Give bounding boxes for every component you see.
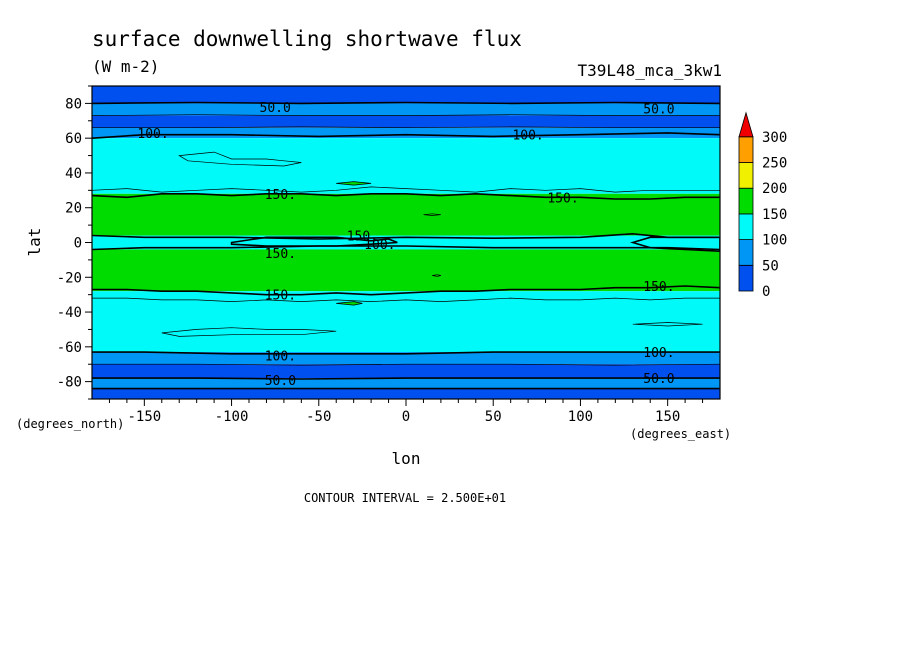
closed-contour-5 <box>336 181 372 186</box>
x-axis-label: lon <box>392 449 421 468</box>
contour-line-50-0 <box>92 101 720 105</box>
x-tick-label-2: -50 <box>306 409 331 425</box>
colorbar-segment-4 <box>738 162 754 189</box>
colorbar-label-1: 50 <box>762 258 779 274</box>
contour-label-14: 50.0 <box>643 372 674 387</box>
latitude-band-1 <box>92 103 720 116</box>
latitude-band-2 <box>92 115 720 128</box>
contour-label-9: 150. <box>265 289 296 304</box>
closed-contour-1 <box>178 151 302 167</box>
y-axis-label: lat <box>25 228 44 257</box>
latitude-band-12 <box>92 388 720 399</box>
contour-label-2: 100. <box>137 127 168 142</box>
chart-units: (W m-2) <box>92 57 159 76</box>
contour-label-1: 50.0 <box>643 103 674 118</box>
y-tick-label-2: 40 <box>65 166 82 182</box>
y-tick-label-0: 80 <box>65 96 82 112</box>
latitude-band-7 <box>92 249 720 292</box>
contour-label-4: 150. <box>265 188 296 203</box>
contour-lines <box>92 101 720 390</box>
y-tick-label-8: -80 <box>57 375 82 391</box>
contour-line-75-2 <box>92 126 720 129</box>
contour-line-150-6 <box>92 232 720 240</box>
experiment-label: T39L48_mca_3kw1 <box>578 61 723 80</box>
y-tick-label-6: -40 <box>57 305 82 321</box>
closed-contour-7 <box>336 301 363 306</box>
colorbar-label-5: 250 <box>762 156 787 172</box>
colorbar-segment-5 <box>738 136 754 163</box>
contour-line-150-7 <box>92 245 720 251</box>
latitude-band-8 <box>92 291 720 353</box>
x-axis: -150 -100 -50 0 50 100 150 <box>108 399 704 425</box>
contour-label-7: 100. <box>364 238 395 253</box>
contour-label-10: 150. <box>643 280 674 295</box>
colorbar-segment-0 <box>738 264 754 292</box>
contour-label-8: 150. <box>265 247 296 262</box>
colorbar-segment-1 <box>738 239 754 266</box>
colorbar-overflow-triangle <box>738 111 754 138</box>
latitude-band-11 <box>92 378 720 389</box>
contour-line-125-4 <box>92 186 720 193</box>
closed-contour-8 <box>432 274 441 277</box>
chart-title: surface downwelling shortwave flux <box>92 27 522 51</box>
y-tick-label-5: -20 <box>57 270 82 286</box>
latitude-band-10 <box>92 364 720 379</box>
closed-contour-0 <box>230 236 398 247</box>
contour-line-100-10 <box>92 351 720 355</box>
x-tick-label-1: -100 <box>215 409 249 425</box>
latitude-bands <box>92 86 720 399</box>
contour-label-3: 100. <box>512 129 543 144</box>
x-tick-label-0: -150 <box>127 409 161 425</box>
colorbar: 0 50 100 150 200 250 300 <box>738 111 787 300</box>
contour-label-6: 150. <box>347 230 378 245</box>
contour-line-150-8 <box>92 285 720 296</box>
y-tick-label-7: -60 <box>57 340 82 356</box>
contour-line-75-11 <box>92 363 720 366</box>
contour-line-75-1 <box>92 114 720 116</box>
colorbar-label-3: 150 <box>762 207 787 223</box>
closed-contour-6 <box>423 213 441 216</box>
y-tick-label-3: 20 <box>65 201 82 217</box>
x-tick-label-5: 100 <box>568 409 593 425</box>
colorbar-segment-2 <box>738 213 754 240</box>
contour-line-125-9 <box>92 297 720 302</box>
latitude-band-5 <box>92 193 720 236</box>
x-tick-label-4: 50 <box>485 409 502 425</box>
latitude-band-3 <box>92 127 720 139</box>
closed-contour-2 <box>161 327 337 337</box>
closed-contours <box>161 151 720 337</box>
colorbar-label-4: 200 <box>762 181 787 197</box>
colorbar-label-6: 300 <box>762 130 787 146</box>
contour-line-150-5 <box>92 192 720 200</box>
latitude-band-4 <box>92 138 720 194</box>
x-tick-label-3: 0 <box>402 409 410 425</box>
y-axis: 80 60 40 20 0 -20 -40 -60 -80 <box>57 85 92 400</box>
closed-contour-3 <box>632 322 703 327</box>
x-tick-label-6: 150 <box>655 409 680 425</box>
latitude-band-9 <box>92 352 720 365</box>
contour-label-5: 150. <box>547 191 578 206</box>
colorbar-label-0: 0 <box>762 284 770 300</box>
chart-titles: surface downwelling shortwave flux (W m-… <box>92 27 722 80</box>
contour-label-11: 100. <box>265 350 296 365</box>
y-tick-label-1: 60 <box>65 131 82 147</box>
contour-label-0: 50.0 <box>260 101 291 116</box>
contour-label-12: 100. <box>643 346 674 361</box>
x-unit-label: (degrees_east) <box>630 427 731 441</box>
colorbar-label-2: 100 <box>762 233 787 249</box>
contour-line-50-12 <box>92 377 720 380</box>
latitude-band-0 <box>92 86 720 104</box>
y-unit-label: (degrees_north) <box>16 417 124 431</box>
contour-label-13: 50.0 <box>265 374 296 389</box>
y-tick-label-4: 0 <box>74 236 82 252</box>
contour-interval-text: CONTOUR INTERVAL = 2.500E+01 <box>304 491 506 505</box>
latitude-band-6 <box>92 235 720 250</box>
contour-line-100-3 <box>92 132 720 139</box>
colorbar-segment-3 <box>738 187 754 215</box>
